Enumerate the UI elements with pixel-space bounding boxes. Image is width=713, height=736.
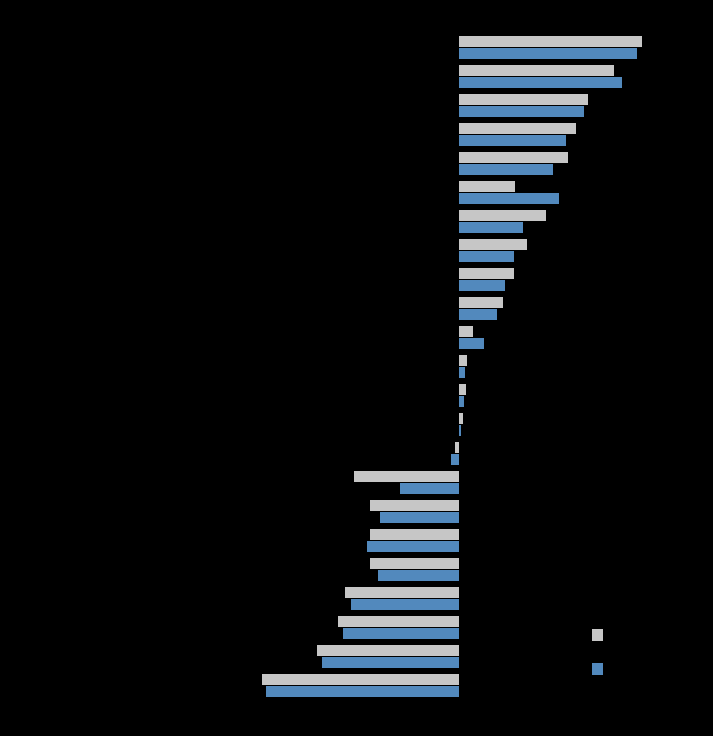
bar-series-b bbox=[459, 425, 461, 436]
bar-series-b bbox=[459, 193, 559, 204]
bar-row bbox=[0, 384, 713, 408]
bar-series-a bbox=[459, 210, 547, 221]
bar-series-a bbox=[459, 123, 577, 134]
bar-series-b bbox=[342, 628, 459, 639]
bar-row bbox=[0, 645, 713, 669]
bar-series-b bbox=[459, 77, 622, 88]
bar-row bbox=[0, 529, 713, 553]
bar-row bbox=[0, 500, 713, 524]
bar-series-a bbox=[459, 239, 527, 250]
bar-series-a bbox=[459, 94, 589, 105]
bar-series-b bbox=[459, 280, 505, 291]
legend-swatch-series-a bbox=[592, 629, 603, 641]
bar-row bbox=[0, 674, 713, 698]
bar-series-b bbox=[450, 454, 459, 465]
bar-row bbox=[0, 616, 713, 640]
bar-series-a bbox=[459, 152, 568, 163]
bar-series-b bbox=[378, 570, 459, 581]
bar-row bbox=[0, 94, 713, 118]
bar-row bbox=[0, 297, 713, 321]
bar-series-b bbox=[459, 222, 524, 233]
bar-series-b bbox=[459, 135, 566, 146]
bar-series-a bbox=[459, 297, 503, 308]
bar-series-b bbox=[400, 483, 459, 494]
bar-series-b bbox=[459, 367, 465, 378]
bar-series-a bbox=[459, 384, 467, 395]
bar-row bbox=[0, 413, 713, 437]
bar-series-b bbox=[459, 251, 514, 262]
bar-series-a bbox=[369, 558, 459, 569]
bar-series-b bbox=[366, 541, 459, 552]
legend-swatch-series-b bbox=[592, 663, 603, 675]
bar-row bbox=[0, 36, 713, 60]
bar-row bbox=[0, 239, 713, 263]
bar-series-a bbox=[369, 529, 459, 540]
chart-legend bbox=[592, 624, 707, 682]
bar-series-a bbox=[459, 65, 615, 76]
bar-series-b bbox=[459, 309, 498, 320]
bar-series-a bbox=[459, 181, 515, 192]
bar-series-b bbox=[266, 686, 459, 697]
bar-series-b bbox=[322, 657, 459, 668]
bar-series-a bbox=[353, 471, 459, 482]
bar-row bbox=[0, 442, 713, 466]
bar-row bbox=[0, 587, 713, 611]
bar-series-a bbox=[459, 326, 473, 337]
bar-series-b bbox=[459, 338, 485, 349]
bar-series-a bbox=[459, 268, 514, 279]
bar-series-b bbox=[459, 164, 553, 175]
bar-series-a bbox=[261, 674, 459, 685]
bar-row bbox=[0, 268, 713, 292]
bar-row bbox=[0, 152, 713, 176]
bar-row bbox=[0, 210, 713, 234]
bar-series-a bbox=[455, 442, 459, 453]
bar-row bbox=[0, 123, 713, 147]
bar-series-a bbox=[459, 36, 643, 47]
bar-row bbox=[0, 326, 713, 350]
bar-series-b bbox=[459, 106, 584, 117]
bar-row bbox=[0, 65, 713, 89]
bar-series-a bbox=[459, 355, 468, 366]
bar-series-b bbox=[351, 599, 459, 610]
bar-series-b bbox=[379, 512, 459, 523]
bar-row bbox=[0, 181, 713, 205]
bar-series-b bbox=[459, 396, 464, 407]
bar-series-b bbox=[459, 48, 637, 59]
bar-row bbox=[0, 355, 713, 379]
bar-row bbox=[0, 471, 713, 495]
bar-series-a bbox=[369, 500, 459, 511]
bar-row bbox=[0, 558, 713, 582]
bar-series-a bbox=[316, 645, 459, 656]
bar-series-a bbox=[338, 616, 459, 627]
bar-series-a bbox=[344, 587, 459, 598]
bar-series-a bbox=[459, 413, 463, 424]
